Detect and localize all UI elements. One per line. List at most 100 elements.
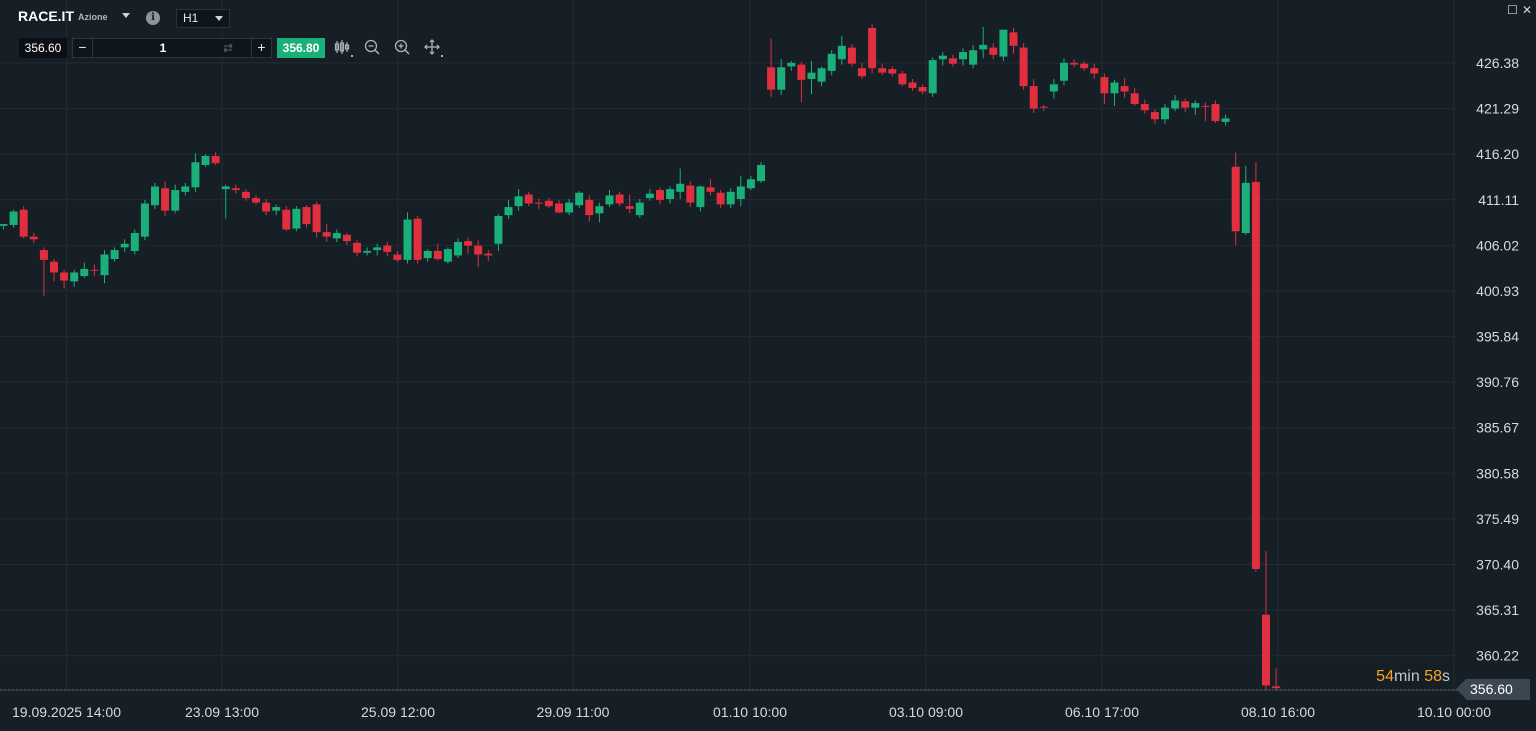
candle-body <box>1090 68 1099 74</box>
candle <box>484 250 493 261</box>
candle-body <box>1171 100 1180 109</box>
candle <box>585 195 594 222</box>
candle-body <box>544 200 553 207</box>
x-tick-label: 29.09 11:00 <box>537 704 610 720</box>
candle-body <box>706 187 715 192</box>
candle <box>868 24 877 74</box>
candle-body <box>878 68 887 73</box>
candle <box>231 184 240 194</box>
candle <box>70 269 79 287</box>
y-tick-label: 360.22 <box>1476 648 1519 664</box>
candle <box>342 233 351 245</box>
candle <box>403 212 412 264</box>
candle <box>999 29 1008 62</box>
bid-price[interactable]: 356.60 <box>19 38 67 58</box>
x-tick-label: 23.09 13:00 <box>185 704 259 720</box>
candle-body <box>423 250 432 259</box>
candle <box>1191 100 1200 115</box>
candle-body <box>120 243 129 248</box>
candle <box>29 233 38 243</box>
move-icon[interactable] <box>423 38 443 58</box>
candle-body <box>322 232 331 237</box>
candle-body <box>302 207 311 225</box>
x-tick-label: 06.10 17:00 <box>1065 704 1139 720</box>
candle-body <box>494 216 503 244</box>
candle <box>736 175 745 207</box>
candle-body <box>534 202 543 204</box>
symbol-dropdown-icon[interactable] <box>122 13 130 18</box>
zoom-in-icon[interactable] <box>393 38 413 58</box>
candle <box>625 194 634 214</box>
candle-body <box>1201 105 1210 107</box>
candle <box>1029 78 1038 113</box>
candle-body <box>666 189 675 199</box>
candle <box>494 214 503 251</box>
candle <box>454 238 462 259</box>
candle-body <box>252 198 260 203</box>
candle-body <box>585 199 594 216</box>
candle-body <box>393 254 402 260</box>
candle-body <box>1080 63 1089 69</box>
candle-body <box>504 207 513 216</box>
candle-body <box>1039 106 1048 108</box>
y-tick-label: 416.20 <box>1476 146 1519 162</box>
candle <box>19 206 28 239</box>
candle <box>908 78 917 91</box>
candle <box>878 63 887 76</box>
candle-body <box>635 202 644 216</box>
quantity-increase-button[interactable]: + <box>251 39 271 57</box>
candle-body <box>191 162 200 188</box>
candle-body <box>938 55 947 60</box>
candle <box>474 240 483 268</box>
candle-body <box>433 250 442 260</box>
candle <box>979 26 988 59</box>
close-icon[interactable]: ✕ <box>1522 3 1533 17</box>
chart-type-icon[interactable] <box>333 38 353 58</box>
quantity-decrease-button[interactable]: − <box>73 39 93 57</box>
candle <box>332 229 341 242</box>
x-tick-label: 01.10 10:00 <box>713 704 787 720</box>
timeframe-select[interactable]: H1 <box>176 9 230 28</box>
x-tick-label: 25.09 12:00 <box>361 704 435 720</box>
candle-body <box>908 82 917 88</box>
candle <box>514 189 523 211</box>
candle-body <box>1019 47 1028 87</box>
candle-body <box>110 250 119 260</box>
candle <box>524 191 533 207</box>
y-tick-label: 421.29 <box>1476 101 1519 117</box>
candle-body <box>1161 107 1169 120</box>
candle <box>656 187 664 205</box>
candle <box>959 48 967 66</box>
quantity-stepper[interactable]: − 1 ⇄ + <box>72 38 272 58</box>
candle <box>716 190 725 208</box>
candle-body <box>90 269 99 271</box>
candle-body <box>1181 101 1190 108</box>
candle <box>847 44 856 67</box>
candle-body <box>1221 118 1230 122</box>
candle-body <box>797 64 806 80</box>
candle-body <box>676 183 685 192</box>
info-icon[interactable]: i <box>146 11 160 25</box>
candle-body <box>817 68 826 82</box>
candle <box>1060 58 1068 86</box>
symbol-name[interactable]: RACE.IT <box>18 8 74 24</box>
candle-body <box>363 250 372 253</box>
candle-body <box>1049 84 1058 92</box>
candle-body <box>625 206 634 209</box>
y-tick-label: 406.02 <box>1476 237 1519 253</box>
candle <box>757 162 765 183</box>
swap-icon[interactable]: ⇄ <box>223 41 234 55</box>
ask-price[interactable]: 356.80 <box>277 38 325 58</box>
candle-body <box>605 195 614 205</box>
zoom-out-icon[interactable] <box>363 38 383 58</box>
candle-body <box>474 245 483 255</box>
y-tick-label: 390.76 <box>1476 374 1519 390</box>
candle-body <box>807 72 816 79</box>
quantity-input[interactable]: 1 <box>159 41 167 55</box>
candle <box>151 182 159 209</box>
maximize-icon[interactable]: ☐ <box>1507 3 1518 17</box>
candle <box>898 70 907 87</box>
candle-body <box>827 53 836 71</box>
candle <box>1231 152 1240 246</box>
